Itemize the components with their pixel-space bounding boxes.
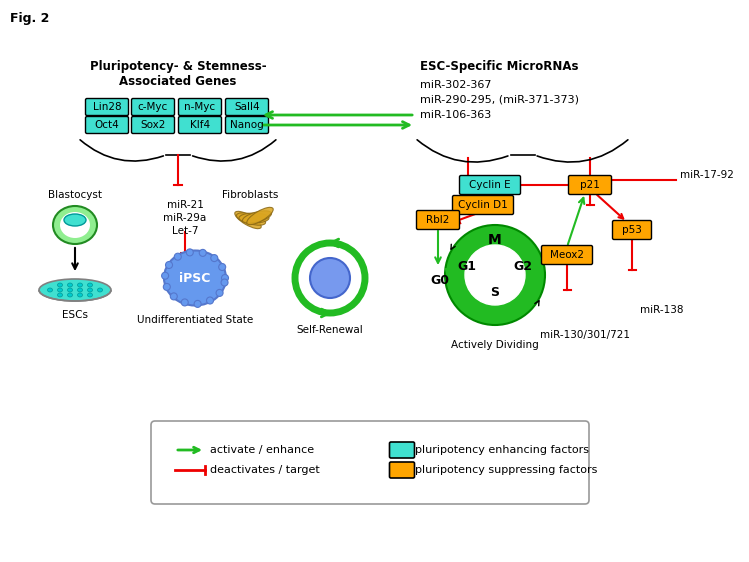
Ellipse shape xyxy=(164,251,226,306)
Ellipse shape xyxy=(239,213,269,223)
Ellipse shape xyxy=(58,293,62,297)
Text: Nanog: Nanog xyxy=(230,120,264,130)
Circle shape xyxy=(181,299,188,306)
Text: Cyclin E: Cyclin E xyxy=(469,180,511,190)
Text: ESCs: ESCs xyxy=(62,310,88,320)
Circle shape xyxy=(465,245,525,305)
Ellipse shape xyxy=(47,288,52,292)
Text: S: S xyxy=(491,287,500,300)
Text: Self-Renewal: Self-Renewal xyxy=(297,325,363,335)
Circle shape xyxy=(216,289,223,296)
Circle shape xyxy=(187,249,193,256)
Circle shape xyxy=(194,301,201,307)
FancyBboxPatch shape xyxy=(542,246,592,265)
FancyBboxPatch shape xyxy=(568,175,611,194)
Circle shape xyxy=(166,261,172,269)
Text: G0: G0 xyxy=(431,274,449,287)
Ellipse shape xyxy=(234,211,261,229)
Text: ESC-Specific MicroRNAs: ESC-Specific MicroRNAs xyxy=(420,60,578,73)
Ellipse shape xyxy=(53,206,97,244)
Ellipse shape xyxy=(64,214,86,226)
FancyBboxPatch shape xyxy=(132,116,175,134)
Text: Oct4: Oct4 xyxy=(94,120,119,130)
Ellipse shape xyxy=(97,288,103,292)
Circle shape xyxy=(175,253,181,260)
Text: G2: G2 xyxy=(514,261,533,274)
FancyBboxPatch shape xyxy=(613,220,652,239)
Ellipse shape xyxy=(243,211,272,223)
Circle shape xyxy=(199,250,206,256)
FancyBboxPatch shape xyxy=(389,462,414,478)
Ellipse shape xyxy=(246,207,273,225)
Ellipse shape xyxy=(67,288,73,292)
Text: activate / enhance: activate / enhance xyxy=(210,445,314,455)
Ellipse shape xyxy=(67,283,73,287)
Circle shape xyxy=(219,264,225,270)
Text: pluripotency suppressing factors: pluripotency suppressing factors xyxy=(415,465,598,475)
Ellipse shape xyxy=(77,283,82,287)
Text: Fig. 2: Fig. 2 xyxy=(10,12,49,25)
FancyBboxPatch shape xyxy=(389,442,414,458)
Circle shape xyxy=(310,258,350,298)
Text: M: M xyxy=(488,233,502,247)
Ellipse shape xyxy=(39,279,111,301)
Ellipse shape xyxy=(237,213,266,225)
Circle shape xyxy=(163,283,170,291)
Text: Cyclin D1: Cyclin D1 xyxy=(458,200,508,210)
Text: Actively Dividing: Actively Dividing xyxy=(451,340,539,350)
Ellipse shape xyxy=(77,288,82,292)
FancyBboxPatch shape xyxy=(459,175,521,194)
FancyBboxPatch shape xyxy=(225,98,268,116)
Text: miR-302-367
miR-290-295, (miR-371-373)
miR-106-363: miR-302-367 miR-290-295, (miR-371-373) m… xyxy=(420,80,579,120)
Text: p21: p21 xyxy=(580,180,600,190)
Text: pluripotency enhancing factors: pluripotency enhancing factors xyxy=(415,445,589,455)
Text: Sox2: Sox2 xyxy=(140,120,166,130)
Text: Fibroblasts: Fibroblasts xyxy=(222,190,278,200)
Text: Klf4: Klf4 xyxy=(190,120,210,130)
FancyBboxPatch shape xyxy=(85,116,129,134)
Circle shape xyxy=(221,279,228,286)
Text: Undifferentiated State: Undifferentiated State xyxy=(137,315,253,325)
Text: c-Myc: c-Myc xyxy=(138,102,168,112)
Text: miR-138: miR-138 xyxy=(640,305,684,315)
Text: miR-130/301/721: miR-130/301/721 xyxy=(540,330,630,340)
Text: p53: p53 xyxy=(622,225,642,235)
Text: iPSC: iPSC xyxy=(179,271,210,284)
Text: miR-17-92: miR-17-92 xyxy=(680,170,734,180)
Text: G1: G1 xyxy=(458,261,476,274)
Circle shape xyxy=(210,255,218,261)
Circle shape xyxy=(207,297,213,304)
FancyBboxPatch shape xyxy=(85,98,129,116)
Text: miR-21
miR-29a
Let-7: miR-21 miR-29a Let-7 xyxy=(163,200,207,237)
FancyBboxPatch shape xyxy=(132,98,175,116)
FancyBboxPatch shape xyxy=(452,196,514,215)
Text: Rbl2: Rbl2 xyxy=(426,215,449,225)
Ellipse shape xyxy=(88,288,92,292)
Text: Pluripotency- & Stemness-
Associated Genes: Pluripotency- & Stemness- Associated Gen… xyxy=(90,60,267,88)
FancyBboxPatch shape xyxy=(178,116,222,134)
Ellipse shape xyxy=(88,283,92,287)
Text: Meox2: Meox2 xyxy=(550,250,584,260)
FancyBboxPatch shape xyxy=(151,421,589,504)
Ellipse shape xyxy=(67,293,73,297)
FancyBboxPatch shape xyxy=(416,211,459,229)
Text: Lin28: Lin28 xyxy=(93,102,121,112)
Ellipse shape xyxy=(88,293,92,297)
FancyBboxPatch shape xyxy=(178,98,222,116)
Ellipse shape xyxy=(77,293,82,297)
Ellipse shape xyxy=(58,283,62,287)
Circle shape xyxy=(162,272,169,279)
FancyBboxPatch shape xyxy=(225,116,268,134)
Circle shape xyxy=(222,274,228,282)
Circle shape xyxy=(445,225,545,325)
Ellipse shape xyxy=(58,288,62,292)
Text: n-Myc: n-Myc xyxy=(184,102,216,112)
Text: deactivates / target: deactivates / target xyxy=(210,465,320,475)
Text: Sall4: Sall4 xyxy=(234,102,260,112)
Circle shape xyxy=(170,293,178,300)
Ellipse shape xyxy=(60,212,90,238)
Text: Blastocyst: Blastocyst xyxy=(48,190,102,200)
